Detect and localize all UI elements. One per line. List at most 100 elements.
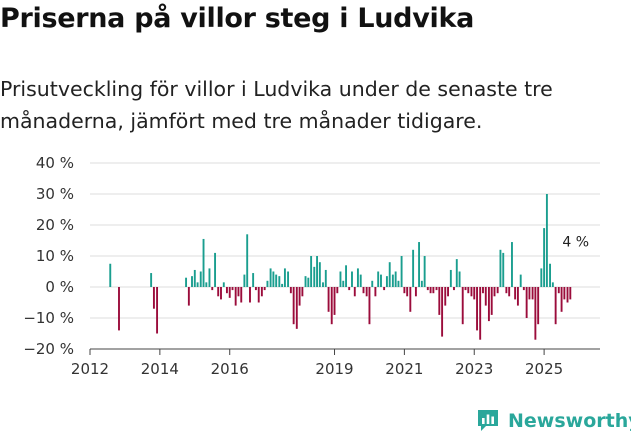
bar <box>447 287 449 297</box>
bar <box>493 287 496 297</box>
bar <box>257 287 260 303</box>
bar <box>292 287 295 325</box>
bar <box>185 277 188 287</box>
bar <box>336 287 339 294</box>
bar <box>109 263 112 287</box>
bar <box>554 287 557 325</box>
chart-subtitle: Prisutveckling för villor i Ludvika unde… <box>0 77 553 133</box>
bar <box>353 287 356 297</box>
bar <box>511 242 513 287</box>
bar <box>482 287 484 294</box>
newsworthy-logo[interactable]: Newsworthy <box>476 406 631 436</box>
bar <box>313 266 316 287</box>
bar <box>150 273 153 287</box>
bar <box>394 271 397 287</box>
bar <box>362 287 365 294</box>
bar <box>249 287 251 303</box>
y-tick-label: 20 % <box>36 216 74 234</box>
bar <box>287 271 290 287</box>
bar <box>487 287 490 322</box>
y-tick-label: 40 % <box>36 154 74 172</box>
bar <box>322 282 324 287</box>
bar <box>467 287 470 294</box>
bar <box>225 287 228 294</box>
bar <box>508 287 511 297</box>
labels: −20 % −10 % 0 % 10 % 20 % 30 % 40 % 2012 2014 201… <box>23 154 589 378</box>
bars <box>109 194 572 340</box>
bar <box>304 276 307 287</box>
bar <box>412 249 415 287</box>
bar <box>339 271 342 287</box>
bar <box>560 287 563 312</box>
bar <box>187 287 190 306</box>
bar <box>414 287 417 297</box>
x-tick-label: 2012 <box>71 360 109 378</box>
bar <box>263 287 266 291</box>
bar <box>278 276 281 287</box>
bar <box>531 287 534 300</box>
bar <box>348 287 351 291</box>
bar <box>391 274 394 287</box>
y-tick-label: −20 % <box>23 340 74 358</box>
bar <box>455 259 458 287</box>
bar <box>252 273 255 287</box>
bar <box>464 287 467 291</box>
bar <box>289 287 292 294</box>
bar <box>403 287 406 294</box>
bar <box>420 280 423 287</box>
bar <box>234 287 237 306</box>
bar <box>516 287 519 306</box>
x-tick-label: 2021 <box>385 360 423 378</box>
bar <box>275 274 278 287</box>
bar <box>549 263 551 287</box>
y-tick-label: 10 % <box>36 247 74 265</box>
bar <box>534 287 537 340</box>
x-tick-label: 2016 <box>211 360 249 378</box>
bar <box>441 287 444 337</box>
bar <box>310 256 313 287</box>
bar <box>222 282 225 287</box>
bar <box>557 287 560 294</box>
bar <box>519 274 522 287</box>
bar <box>283 268 286 287</box>
bar <box>246 234 249 287</box>
bar <box>356 268 359 287</box>
bar <box>551 282 554 287</box>
bar <box>444 287 447 306</box>
bar <box>368 287 371 325</box>
bar <box>330 287 333 325</box>
bar <box>318 262 321 287</box>
bar <box>205 282 208 287</box>
bar <box>118 287 120 331</box>
bar <box>214 252 217 287</box>
bar <box>496 287 499 294</box>
bar <box>324 269 327 287</box>
bar <box>266 280 269 287</box>
bar <box>333 287 336 315</box>
bar <box>499 249 502 287</box>
bar <box>237 287 240 297</box>
bar <box>540 268 543 287</box>
latest-value-annotation: 4 % <box>562 235 589 251</box>
y-tick-label: 30 % <box>36 185 74 203</box>
bar <box>281 283 284 287</box>
bar <box>307 277 310 287</box>
bar <box>295 287 298 329</box>
bar <box>397 280 400 287</box>
x-tick-label: 2019 <box>315 360 353 378</box>
bar <box>502 252 505 287</box>
bar <box>409 287 412 312</box>
bar <box>196 282 199 287</box>
bar <box>432 287 435 294</box>
bar <box>537 287 540 325</box>
bar <box>423 256 426 287</box>
bar <box>260 287 263 297</box>
axes <box>89 348 600 355</box>
bar <box>377 271 380 287</box>
bar <box>514 287 517 300</box>
bar <box>453 287 455 291</box>
bar <box>458 271 461 287</box>
y-tick-label: 0 % <box>45 278 74 296</box>
chart-title: Priserna på villor steg i Ludvika <box>0 3 475 34</box>
bar <box>388 262 391 287</box>
